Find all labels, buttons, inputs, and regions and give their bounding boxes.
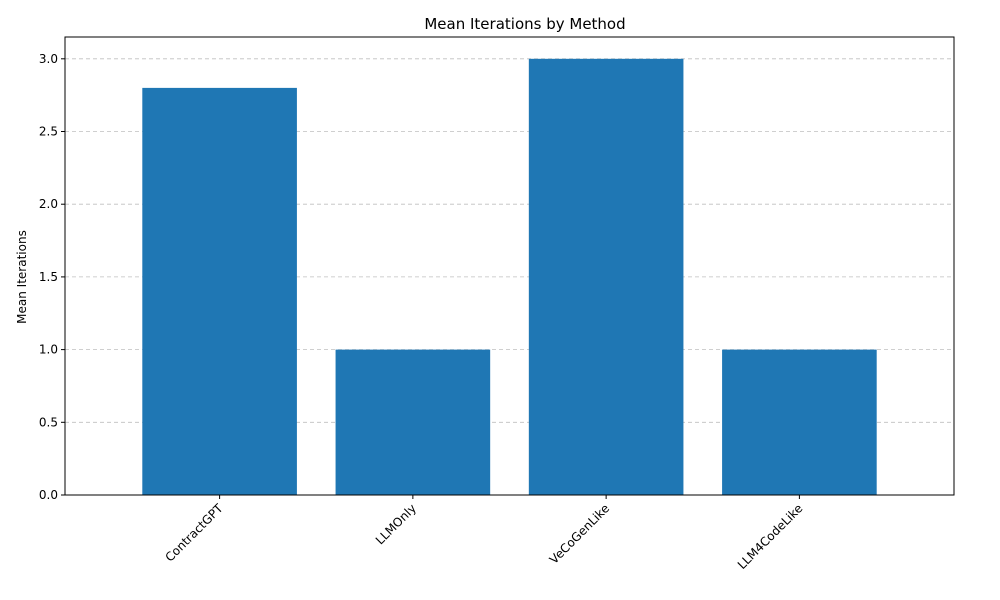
x-tick-label: LLM4CodeLike — [735, 501, 806, 572]
y-tick-label: 2.0 — [39, 197, 58, 211]
x-tick-label: VeCoGenLike — [547, 501, 612, 566]
y-tick-label: 1.5 — [39, 270, 58, 284]
y-axis-label: Mean Iterations — [15, 230, 29, 324]
y-tick-label: 1.0 — [39, 343, 58, 357]
chart-title: Mean Iterations by Method — [424, 15, 625, 33]
bar — [335, 349, 491, 495]
bars — [142, 58, 877, 496]
bar — [528, 58, 684, 496]
bar — [142, 87, 297, 495]
bar — [722, 349, 877, 495]
x-tick-label: ContractGPT — [162, 501, 226, 565]
y-tick-label: 0.0 — [39, 488, 58, 502]
y-tick-label: 2.5 — [39, 125, 58, 139]
y-tick-label: 3.0 — [39, 52, 58, 66]
x-tick-label: LLMOnly — [373, 501, 419, 547]
y-tick-label: 0.5 — [39, 415, 58, 429]
plot-frame — [64, 36, 955, 496]
